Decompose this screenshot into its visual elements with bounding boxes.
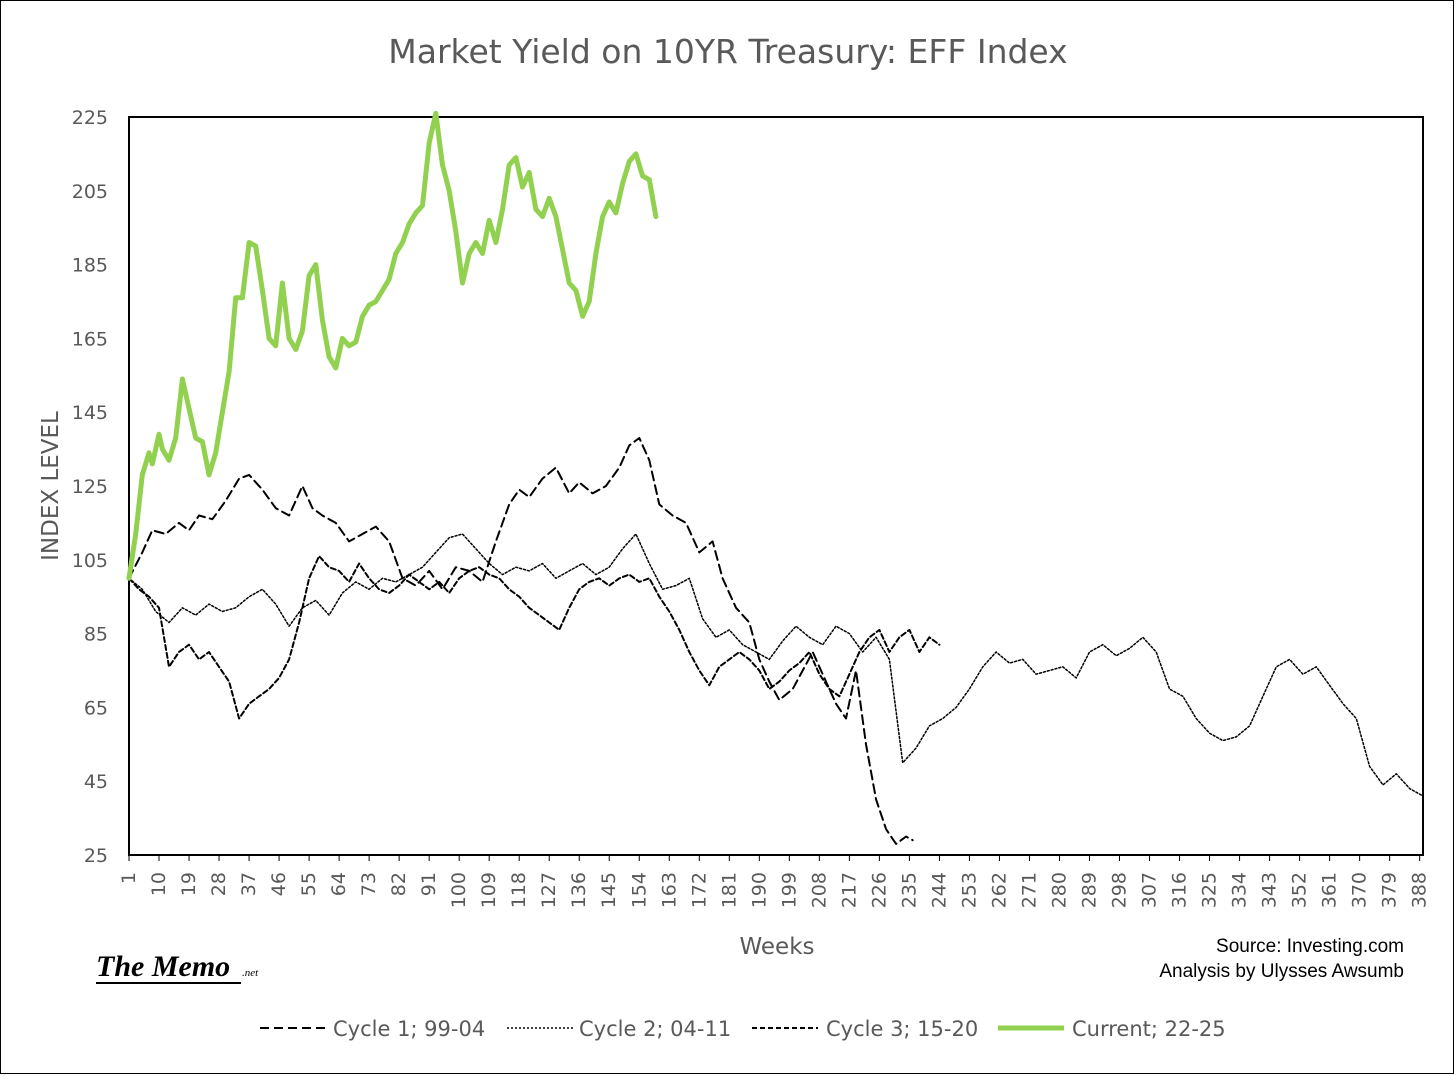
- series-line-3: [128, 555, 941, 720]
- plot-area: [128, 116, 1424, 856]
- y-tick-label: 165: [72, 328, 108, 350]
- legend: Cycle 1; 99-04 Cycle 2; 04-11 Cycle 3; 15-…: [260, 1017, 1226, 1041]
- x-tick-label: 316: [1169, 872, 1191, 908]
- y-axis-title: INDEX LEVEL: [38, 411, 64, 561]
- x-tick-label: 190: [748, 872, 770, 908]
- x-tick-label: 91: [418, 872, 440, 896]
- x-tick-label: 325: [1199, 872, 1221, 908]
- x-tick-label: 100: [448, 872, 470, 908]
- logo-suffix: .net: [242, 967, 259, 979]
- x-tick-label: 1: [118, 872, 140, 884]
- y-tick-label: 25: [84, 845, 108, 867]
- x-tick-label: 217: [838, 872, 860, 908]
- x-tick-label: 334: [1229, 872, 1251, 908]
- x-tick-label: 253: [958, 872, 980, 908]
- x-tick-label: 46: [268, 872, 290, 896]
- x-tick-label: 55: [298, 872, 320, 896]
- source-text: Source: Investing.com: [1216, 936, 1404, 957]
- x-tick-label: 37: [238, 872, 260, 896]
- x-axis-ticks: 1 10 19 28 37 46 55 64 73 82 91 100 109 118 127 136 145 1…: [118, 855, 1431, 908]
- x-tick-label: 10: [148, 872, 170, 896]
- x-tick-label: 64: [328, 872, 350, 896]
- x-tick-label: 19: [178, 872, 200, 896]
- logo: The Memo .net: [96, 950, 259, 984]
- x-tick-label: 118: [508, 872, 530, 908]
- chart-title: Market Yield on 10YR Treasury: EFF Index: [388, 32, 1067, 71]
- series-line-1: [128, 437, 914, 845]
- x-tick-label: 298: [1109, 872, 1131, 908]
- x-tick-label: 388: [1409, 872, 1431, 908]
- x-tick-label: 352: [1289, 872, 1311, 908]
- x-tick-label: 199: [778, 872, 800, 908]
- series-line-2: [128, 533, 1424, 797]
- legend-label: Cycle 2; 04-11: [579, 1017, 731, 1041]
- x-tick-label: 163: [658, 872, 680, 908]
- y-tick-label: 85: [84, 624, 108, 646]
- x-tick-label: 136: [568, 872, 590, 908]
- series-lines: [126, 110, 1424, 845]
- x-tick-label: 280: [1048, 872, 1070, 908]
- x-tick-label: 172: [688, 872, 710, 908]
- y-tick-label: 65: [84, 697, 108, 719]
- legend-label: Cycle 3; 15-20: [826, 1017, 978, 1041]
- x-tick-label: 379: [1379, 872, 1401, 908]
- legend-label: Current; 22-25: [1072, 1017, 1226, 1041]
- y-tick-label: 145: [72, 402, 108, 424]
- x-tick-label: 82: [388, 872, 410, 896]
- x-tick-label: 262: [988, 872, 1010, 908]
- y-tick-label: 185: [72, 255, 108, 277]
- x-tick-label: 307: [1139, 872, 1161, 908]
- x-tick-label: 73: [358, 872, 380, 896]
- x-tick-label: 244: [928, 872, 950, 908]
- legend-label: Cycle 1; 99-04: [333, 1017, 485, 1041]
- y-tick-label: 45: [84, 771, 108, 793]
- series-line-4: [126, 110, 659, 581]
- x-tick-label: 154: [628, 872, 650, 908]
- x-tick-label: 28: [208, 872, 230, 896]
- x-tick-label: 181: [718, 872, 740, 908]
- x-tick-label: 145: [598, 872, 620, 908]
- x-tick-label: 289: [1078, 872, 1100, 908]
- x-tick-label: 271: [1018, 872, 1040, 908]
- x-axis-title: Weeks: [740, 934, 815, 960]
- x-tick-label: 361: [1319, 872, 1341, 908]
- y-tick-label: 125: [72, 476, 108, 498]
- y-tick-label: 205: [72, 181, 108, 203]
- x-tick-label: 235: [898, 872, 920, 908]
- x-tick-label: 109: [478, 872, 500, 908]
- analysis-credit-text: Analysis by Ulysses Awsumb: [1159, 961, 1404, 982]
- x-tick-label: 127: [538, 872, 560, 908]
- logo-text: The Memo: [96, 950, 230, 983]
- x-tick-label: 370: [1349, 872, 1371, 908]
- y-tick-label: 225: [72, 107, 108, 129]
- y-axis-ticks: 25 45 65 85 105 125 145 165 185 205 225: [72, 107, 108, 867]
- x-tick-label: 343: [1259, 872, 1281, 908]
- y-tick-label: 105: [72, 550, 108, 572]
- x-tick-label: 226: [868, 872, 890, 908]
- x-tick-label: 208: [808, 872, 830, 908]
